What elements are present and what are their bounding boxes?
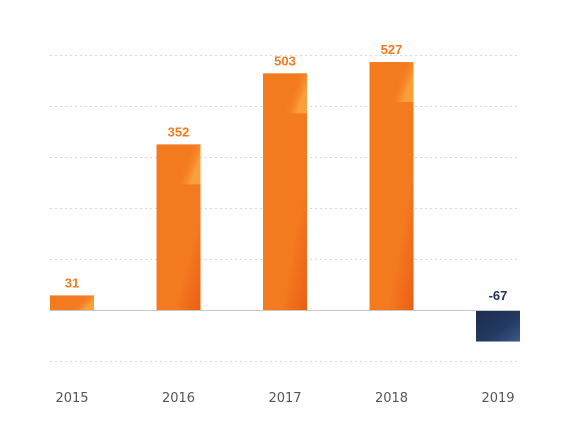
bar-2015 — [50, 295, 94, 310]
bar-highlight-2015 — [50, 295, 94, 310]
data-labels: 31 352 503 527 -67 — [65, 42, 508, 303]
x-tick-label-2017: 2017 — [268, 391, 301, 406]
data-label-2018: 527 — [381, 42, 403, 57]
bars — [50, 62, 520, 342]
bar-2017 — [263, 73, 307, 310]
bar-highlight-2018 — [369, 62, 414, 103]
bar-fill-2019 — [476, 310, 520, 342]
bar-2019 — [476, 310, 520, 342]
data-label-2016: 352 — [168, 124, 190, 139]
x-tick-label-2015: 2015 — [55, 391, 88, 406]
bar-2018 — [369, 62, 414, 310]
bar-highlight-2016 — [156, 144, 201, 185]
x-tick-label-2016: 2016 — [162, 391, 195, 406]
bar-highlight-2017 — [263, 73, 307, 114]
data-label-2019: -67 — [489, 288, 508, 303]
x-axis-tick-labels: 2015 2016 2017 2018 2019 — [55, 391, 514, 406]
bar-fill-2018 — [369, 62, 414, 310]
data-label-2017: 503 — [274, 53, 296, 68]
bar-2016 — [156, 144, 201, 310]
x-tick-label-2019: 2019 — [481, 391, 514, 406]
x-tick-label-2018: 2018 — [375, 391, 408, 406]
data-label-2015: 31 — [65, 275, 79, 290]
